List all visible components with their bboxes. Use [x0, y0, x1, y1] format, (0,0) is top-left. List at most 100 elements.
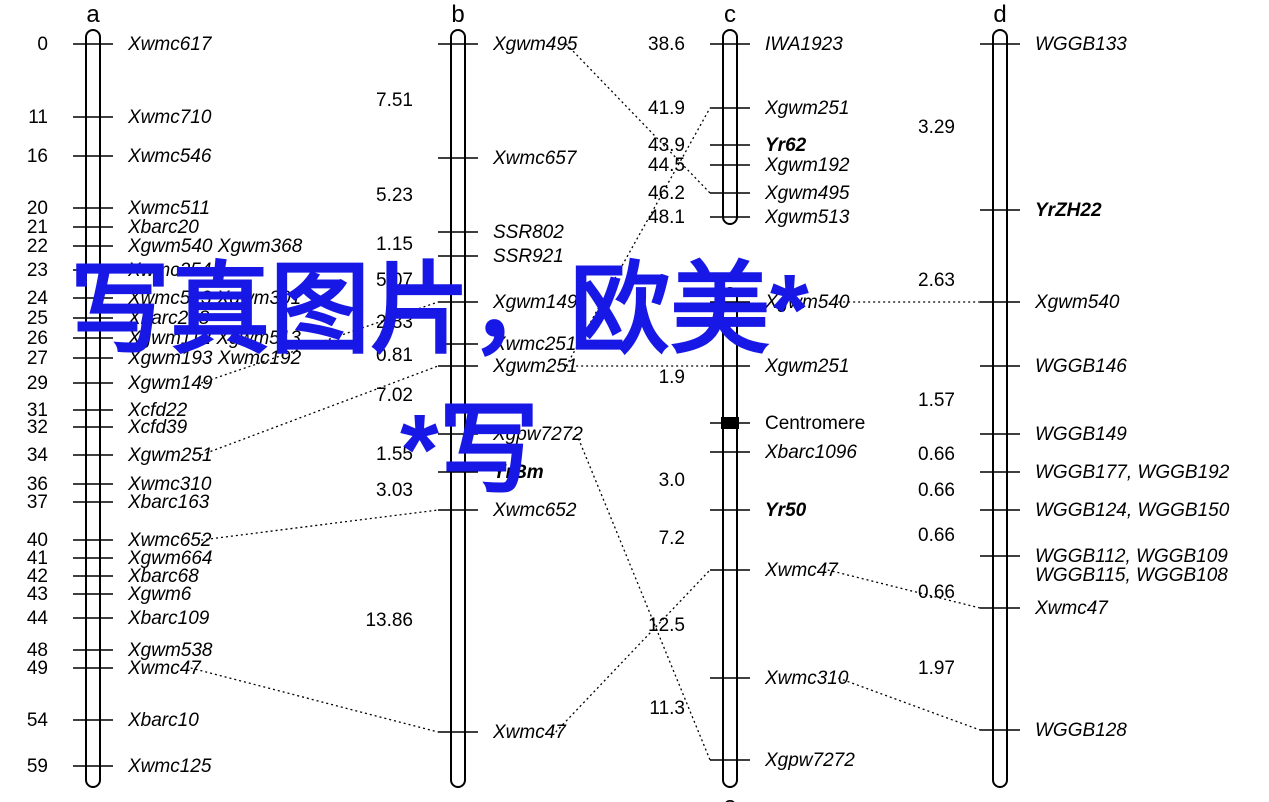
marker-label: Yr62: [765, 135, 807, 156]
marker-label: Xgwm495: [492, 34, 578, 55]
marker-label: Xbarc20: [127, 217, 199, 238]
marker-position: 34: [27, 445, 49, 466]
marker-position: 0.66: [918, 444, 955, 465]
marker-label: Xcfd39: [127, 417, 188, 438]
marker-position: 24: [27, 288, 49, 309]
marker-label: Xgwm495: [764, 183, 850, 204]
chromosome-header: d: [993, 1, 1006, 28]
marker-label: Xbarc163: [127, 492, 210, 513]
marker-position: 54: [27, 710, 49, 731]
marker-label: Xbarc10: [127, 710, 199, 731]
marker-label: Xwmc47: [1034, 598, 1109, 619]
marker-position: 43: [27, 584, 48, 605]
marker-label: Xgwm251: [764, 98, 850, 119]
marker-position: 1.57: [918, 390, 955, 411]
marker-label: Xgwm192: [764, 155, 850, 176]
marker-position: 25: [27, 308, 48, 329]
marker-label: Xbarc109: [127, 608, 210, 629]
marker-position: 41.9: [648, 98, 685, 119]
marker-label: Xwmc617: [127, 34, 213, 55]
watermark-line-1: 写真图片，欧美*: [70, 260, 809, 360]
marker-label: WGGB128: [1035, 720, 1127, 741]
connector-line: [838, 678, 980, 730]
marker-label: Xwmc546: [127, 146, 212, 167]
marker-position: 0.66: [918, 480, 955, 501]
marker-label: WGGB115, WGGB108: [1035, 565, 1228, 586]
marker-position: 29: [27, 373, 48, 394]
marker-position: 2.63: [918, 270, 955, 291]
marker-label: Xwmc710: [127, 107, 212, 128]
chromosome-bar: [86, 30, 100, 787]
marker-position: 22: [27, 236, 48, 257]
marker-label: Xgwm6: [127, 584, 192, 605]
marker-position: 12.5: [648, 615, 685, 636]
marker-label: WGGB112, WGGB109: [1035, 546, 1228, 567]
marker-position: 43.9: [648, 135, 685, 156]
marker-label: Xwmc125: [127, 756, 212, 777]
marker-label: Xwmc657: [492, 148, 578, 169]
chromosome-c: c 38.6 IWA1923 41.9 Xgwm251 43.9 Yr62 44.5 Xgwm1…: [648, 1, 850, 228]
marker-position: 11: [28, 107, 48, 128]
marker-label: IWA1923: [765, 34, 843, 55]
marker-position: 59: [27, 756, 48, 777]
marker-position: 7.2: [659, 528, 685, 549]
marker-position: 21: [27, 217, 48, 238]
marker-position: 3.29: [918, 117, 955, 138]
marker-position: 11.3: [649, 698, 685, 719]
marker-label: WGGB133: [1035, 34, 1127, 55]
chromosome-a: a 0 Xwmc617 11 Xwmc710 16 Xwmc546 20 Xwmc511 21 Xb…: [27, 1, 303, 787]
marker-position: 27: [27, 348, 48, 369]
marker-label: Xgwm513: [764, 207, 850, 228]
marker-label: Xwmc47: [492, 722, 567, 743]
marker-position: 49: [27, 658, 48, 679]
marker-position: 26: [27, 328, 48, 349]
chromosome-header: b: [451, 1, 464, 28]
marker-position: 44.5: [648, 155, 685, 176]
connector-line: [828, 570, 980, 608]
marker-position: 37: [27, 492, 48, 513]
marker-label: Xgwm540: [1034, 292, 1120, 313]
marker-label: WGGB124, WGGB150: [1035, 500, 1230, 521]
marker-position: 0: [37, 34, 48, 55]
marker-label: WGGB177, WGGB192: [1035, 462, 1230, 483]
marker-position: 44: [27, 608, 49, 629]
marker-position: 23: [27, 260, 48, 281]
marker-label: Xwmc511: [127, 198, 210, 219]
chromosome-d: d WGGB133 3.29 YrZH22 2.63 Xgwm540 WGGB146 1.57…: [918, 1, 1230, 787]
connector-line: [556, 570, 710, 732]
marker-label: Centromere: [765, 413, 865, 434]
marker-label: Xgpw7272: [764, 750, 855, 771]
marker-label: Xwmc310: [764, 668, 849, 689]
marker-position: 1.9: [659, 367, 685, 388]
marker-label: WGGB146: [1035, 356, 1127, 377]
watermark-line-2: *写: [400, 400, 539, 500]
connector-line: [566, 44, 710, 193]
marker-position: 32: [27, 417, 48, 438]
connector-line: [201, 510, 438, 540]
chromosome-bar: [723, 30, 737, 224]
marker-position: 0.66: [918, 525, 955, 546]
chromosome-header: a: [86, 1, 100, 28]
marker-position: 1.15: [376, 234, 413, 255]
marker-label: SSR802: [493, 222, 564, 243]
marker-position: 20: [27, 198, 48, 219]
marker-label: Yr50: [765, 500, 807, 521]
connector-line: [577, 434, 710, 760]
synteny-connectors: [191, 44, 980, 760]
marker-position: 7.51: [376, 90, 413, 111]
marker-position: 16: [27, 146, 48, 167]
marker-position: 3.0: [659, 470, 685, 491]
marker-position: 13.86: [365, 610, 413, 631]
marker-label: Xbarc1096: [764, 442, 857, 463]
marker-label: Xgwm149: [127, 373, 213, 394]
marker-position: 5.23: [376, 185, 413, 206]
marker-position: 38.6: [648, 34, 685, 55]
chromosome-header: c: [724, 1, 736, 28]
marker-position: 1.97: [918, 658, 955, 679]
marker-label: WGGB149: [1035, 424, 1127, 445]
marker-position: 48.1: [648, 207, 685, 228]
genetic-map-canvas: a 0 Xwmc617 11 Xwmc710 16 Xwmc546 20 Xwmc511 21 Xb…: [0, 0, 1269, 802]
marker-label: YrZH22: [1035, 200, 1102, 221]
chromosome-bar: [993, 30, 1007, 787]
marker-label: Xgwm251: [127, 445, 213, 466]
